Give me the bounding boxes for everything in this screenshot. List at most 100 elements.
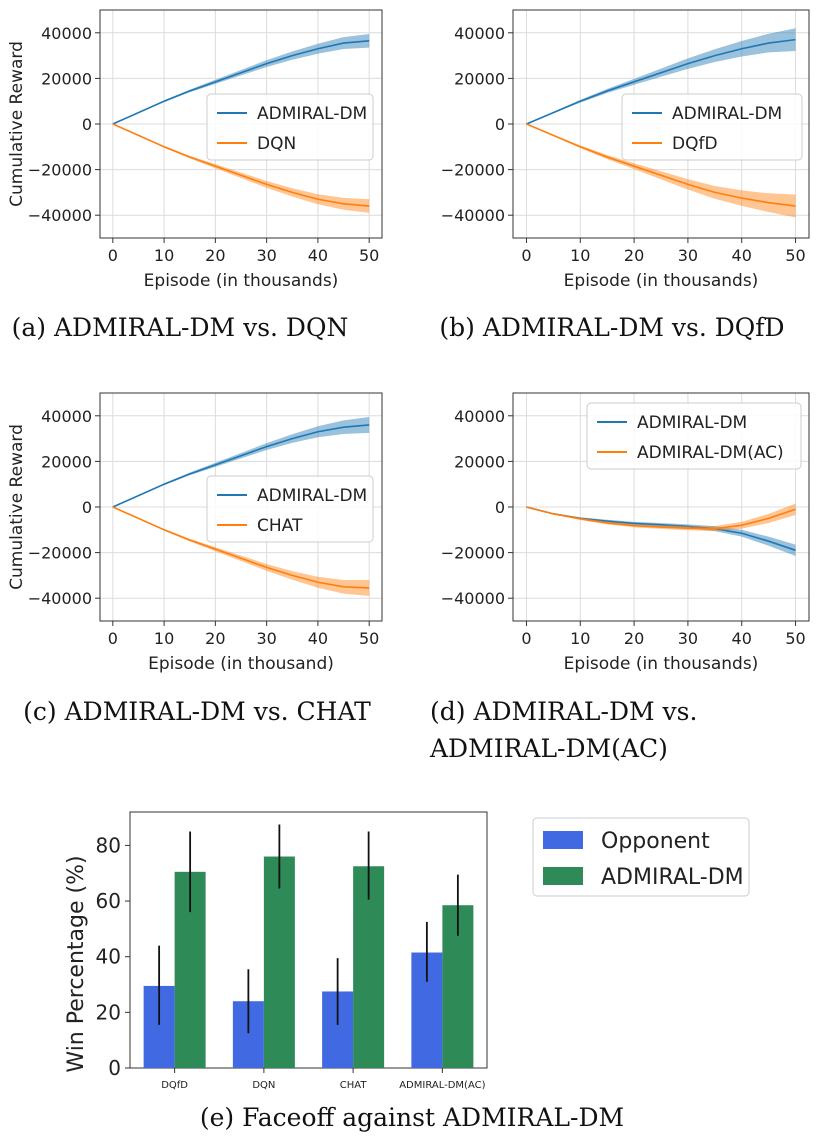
- y-tick-label: −40000: [441, 206, 505, 225]
- legend-box: [206, 475, 374, 543]
- legend-box: [532, 817, 750, 897]
- series-line-dqn: [112, 123, 370, 207]
- y-axis-label: Win Percentage (%): [64, 855, 89, 1072]
- x-tick-label: 50: [785, 246, 805, 265]
- caption: (b) ADMIRAL-DM vs. DQfD: [439, 313, 784, 342]
- x-tick-label: 30: [678, 246, 698, 265]
- y-tick-label: 20: [96, 1000, 121, 1024]
- x-axis-label: Episode (in thousand): [148, 654, 334, 674]
- x-tick-label: 0: [108, 629, 118, 648]
- series-line-dqfd: [526, 123, 796, 207]
- y-tick-label: −40000: [28, 206, 92, 225]
- y-tick-label: 20000: [41, 69, 92, 88]
- legend-label: ADMIRAL-DM(AC): [637, 443, 784, 463]
- y-tick-label: 0: [108, 1056, 121, 1080]
- x-tick-label: 40: [732, 246, 752, 265]
- chart-a: 0 10 20 30 40 50 40000 20000 0 −20000 −40000 Episod…: [7, 9, 383, 342]
- y-tick-label: 20000: [454, 69, 505, 88]
- y-tick-label: 0: [495, 498, 505, 517]
- y-tick-label: −20000: [441, 544, 505, 563]
- x-tick-label: DQfD: [161, 1080, 188, 1091]
- x-tick-label: 40: [732, 629, 752, 648]
- legend-label: Opponent: [601, 829, 710, 854]
- x-tick-label: 10: [570, 246, 590, 265]
- legend-box: [621, 93, 803, 161]
- y-tick-label: 0: [82, 115, 92, 134]
- series-band-admiral-dm(ac): [526, 503, 796, 532]
- legend-label: ADMIRAL-DM: [637, 413, 747, 433]
- y-tick-label: 60: [96, 889, 121, 913]
- y-tick-label: 20000: [454, 452, 505, 471]
- legend: Opponent ADMIRAL-DM: [532, 817, 750, 897]
- y-axis-label: Cumulative Reward: [7, 424, 27, 590]
- series-band-dqfd: [526, 124, 796, 218]
- x-tick-label: 30: [678, 629, 698, 648]
- x-tick-label: 20: [624, 629, 644, 648]
- series-line-admiral-dm: [112, 39, 370, 125]
- y-axis-label: Cumulative Reward: [7, 41, 27, 207]
- legend-box: [206, 93, 374, 161]
- x-tick-label: 0: [108, 246, 118, 265]
- x-tick-label: 50: [359, 629, 379, 648]
- bar-admiral-dm-dqn: [263, 856, 295, 1068]
- x-tick-label: 10: [570, 629, 590, 648]
- y-tick-label: 40000: [454, 24, 505, 43]
- series-line-admiral-dm(ac): [526, 506, 796, 530]
- y-tick-label: 40: [96, 945, 121, 969]
- y-tick-label: 40000: [41, 24, 92, 43]
- legend-label: ADMIRAL-DM: [601, 865, 744, 890]
- legend-label: ADMIRAL-DM: [257, 104, 367, 124]
- legend-label: CHAT: [257, 516, 303, 536]
- caption: (d) ADMIRAL-DM vs.: [430, 697, 697, 726]
- x-tick-label: CHAT: [340, 1080, 368, 1091]
- x-tick-label: 40: [308, 246, 328, 265]
- y-tick-label: −20000: [441, 161, 505, 180]
- x-tick-label: 0: [521, 246, 531, 265]
- caption: (a) ADMIRAL-DM vs. DQN: [12, 313, 349, 342]
- y-tick-label: −20000: [28, 161, 92, 180]
- caption-line-2: ADMIRAL-DM(AC): [429, 734, 668, 763]
- x-axis-label: Episode (in thousands): [564, 654, 759, 674]
- series-band-admiral-dm: [526, 507, 796, 557]
- y-tick-label: −40000: [441, 589, 505, 608]
- series-band-admiral-dm: [112, 416, 370, 507]
- x-axis-label: Episode (in thousands): [144, 271, 339, 291]
- y-tick-label: 80: [96, 833, 121, 857]
- x-tick-label: ADMIRAL-DM(AC): [399, 1080, 485, 1091]
- x-tick-label: 20: [624, 246, 644, 265]
- chart-d: 0 10 20 30 40 50 40000 20000 0 −20000 −40000 Episod…: [429, 392, 810, 763]
- legend: ADMIRAL-DM DQfD: [621, 93, 803, 161]
- x-tick-label: 40: [308, 629, 328, 648]
- legend-label: ADMIRAL-DM: [257, 486, 367, 506]
- series-line-chat: [112, 506, 370, 589]
- legend-swatch: [543, 831, 583, 849]
- x-tick-label: 10: [154, 629, 174, 648]
- chart-c: 0 10 20 30 40 50 40000 20000 0 −20000 −40000 Episod…: [7, 392, 383, 726]
- y-tick-label: 40000: [41, 407, 92, 426]
- series-line-admiral-dm: [526, 38, 796, 125]
- x-tick-label: 30: [256, 629, 276, 648]
- x-tick-label: 20: [205, 629, 225, 648]
- caption: (e) Faceoff against ADMIRAL-DM: [200, 1103, 624, 1132]
- y-tick-label: −40000: [28, 589, 92, 608]
- plot-frame: [129, 811, 488, 1069]
- series-band-admiral-dm: [112, 33, 370, 124]
- y-tick-label: 20000: [41, 452, 92, 471]
- x-tick-label: 30: [256, 246, 276, 265]
- y-tick-label: −20000: [28, 544, 92, 563]
- bar-admiral-dm-chat: [353, 866, 385, 1068]
- y-tick-label: 40000: [454, 407, 505, 426]
- series-line-admiral-dm: [112, 424, 370, 508]
- y-tick-label: 0: [495, 115, 505, 134]
- caption: (c) ADMIRAL-DM vs. CHAT: [23, 697, 371, 726]
- chart-b: 0 10 20 30 40 50 40000 20000 0 −20000 −40000 Episod…: [439, 9, 810, 342]
- x-tick-label: DQN: [252, 1080, 275, 1091]
- legend-label: DQfD: [672, 134, 718, 154]
- y-tick-label: 0: [82, 498, 92, 517]
- legend-box: [586, 402, 802, 470]
- x-tick-label: 50: [785, 629, 805, 648]
- legend-swatch: [543, 867, 583, 885]
- legend: ADMIRAL-DM CHAT: [206, 475, 374, 543]
- legend-label: ADMIRAL-DM: [672, 104, 782, 124]
